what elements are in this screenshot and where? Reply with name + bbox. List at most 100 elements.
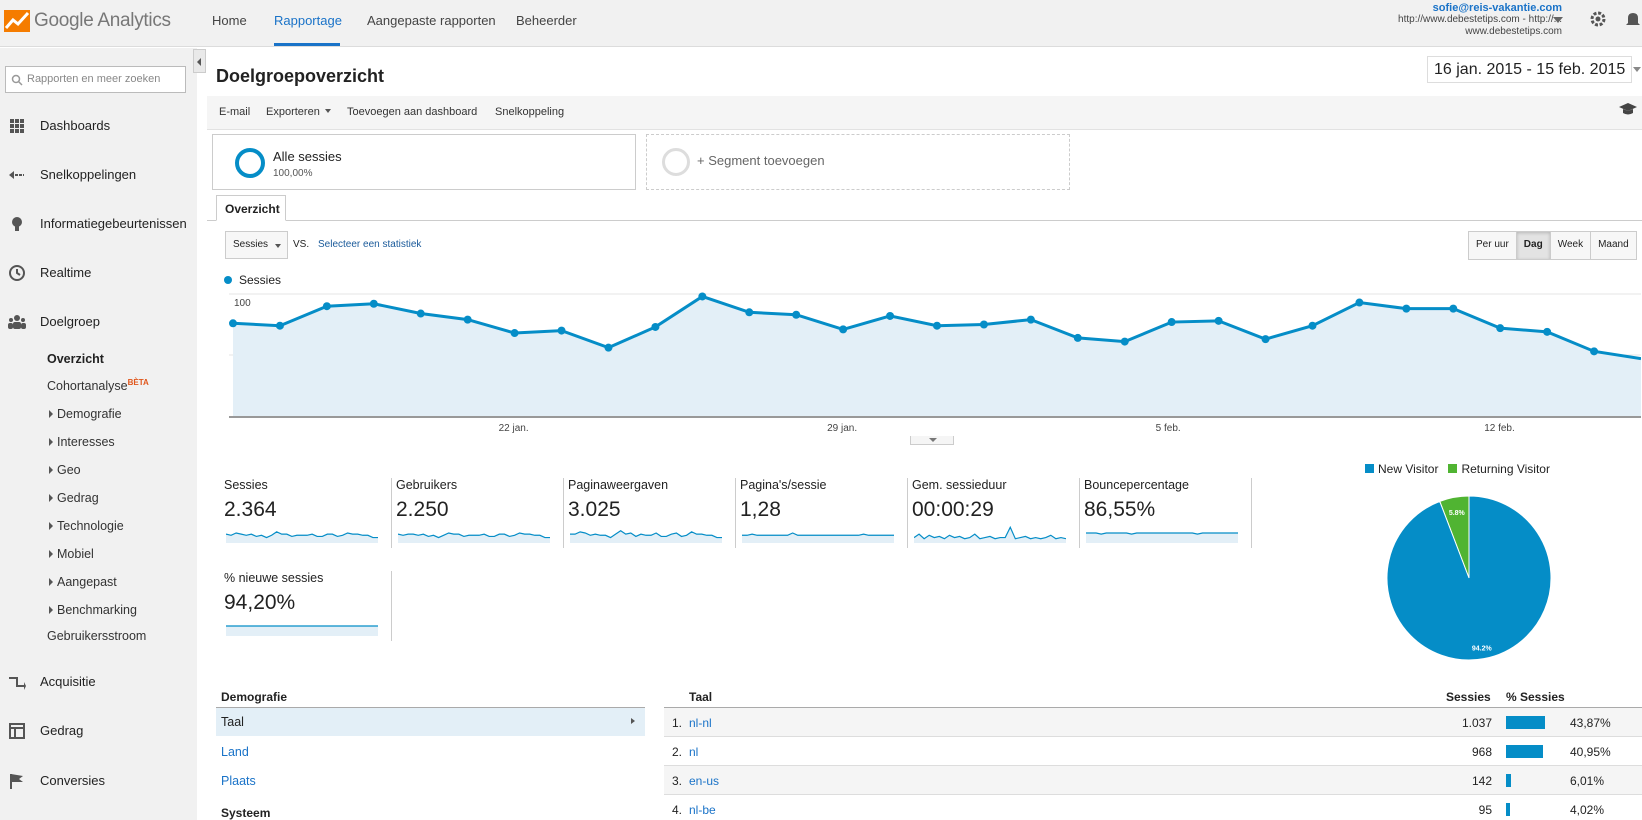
account-selector[interactable]: sofie@reis-vakantie.com http://www.debes…: [1398, 2, 1562, 38]
sidebar-item-conversies[interactable]: Conversies: [0, 771, 197, 791]
export-button[interactable]: Exporteren: [266, 106, 331, 118]
nav-rapportage[interactable]: Rapportage: [274, 13, 342, 28]
chevron-right-icon: [631, 718, 635, 724]
sidebar-sub-gebruikersstroom[interactable]: Gebruikersstroom: [47, 629, 147, 643]
add-segment-button[interactable]: + Segment toevoegen: [646, 134, 1070, 190]
account-dropdown-icon[interactable]: [1553, 17, 1563, 23]
sidebar-sub-gedrag[interactable]: Gedrag: [49, 491, 99, 505]
scorecard-value: 3.025: [568, 498, 621, 521]
sidebar-sub-benchmarking[interactable]: Benchmarking: [49, 603, 137, 617]
data-point: [1026, 315, 1035, 324]
sidebar-sub-technologie[interactable]: Technologie: [49, 519, 124, 533]
sidebar-item-doelgroep[interactable]: Doelgroep: [0, 312, 197, 332]
period-maand[interactable]: Maand: [1590, 232, 1636, 259]
data-point: [1590, 347, 1599, 356]
demografie-item-taal[interactable]: Taal: [216, 708, 645, 736]
sidebar-collapse-toggle[interactable]: [193, 49, 206, 73]
legend-swatch: [1365, 464, 1374, 473]
scorecard[interactable]: Paginaweergaven 3.025: [568, 478, 736, 548]
nav-home[interactable]: Home: [212, 13, 247, 28]
sidebar-item-realtime[interactable]: Realtime: [0, 263, 197, 283]
sub-label: Aangepast: [57, 575, 117, 589]
sidebar-sub-mobiel[interactable]: Mobiel: [49, 547, 94, 561]
scorecard[interactable]: Sessies 2.364: [224, 478, 392, 548]
sidebar-item-snelkoppelingen[interactable]: Snelkoppelingen: [0, 165, 197, 185]
scorecard-divider: [735, 478, 736, 548]
sessions-line-chart[interactable]: 10050: [229, 290, 1641, 422]
sidebar-item-label: Dashboards: [40, 118, 111, 133]
google-analytics-logo[interactable]: Google Analytics: [4, 8, 171, 34]
date-range-picker[interactable]: 16 jan. 2015 - 15 feb. 2015: [1427, 56, 1632, 83]
col-header-taal: Taal: [689, 690, 713, 704]
email-button[interactable]: E-mail: [219, 106, 251, 118]
date-dropdown-icon[interactable]: [1633, 67, 1641, 72]
row-language-link[interactable]: en-us: [689, 774, 720, 788]
scorecard-value: 1,28: [740, 498, 781, 521]
data-point: [275, 321, 284, 330]
chart-expand-handle[interactable]: [910, 436, 954, 445]
scorecard-divider: [1079, 478, 1080, 548]
scorecard-divider: [391, 571, 392, 641]
sidebar-item-label: Snelkoppelingen: [40, 167, 137, 182]
x-tick-label: 5 feb.: [1155, 423, 1181, 434]
gear-icon[interactable]: [1589, 10, 1607, 28]
add-to-dashboard-button[interactable]: Toevoegen aan dashboard: [347, 106, 478, 118]
scorecard-divider: [1251, 478, 1252, 548]
sparkline: [914, 525, 1066, 543]
expand-triangle-icon: [49, 466, 53, 474]
sidebar-sub-demografie[interactable]: Demografie: [49, 407, 122, 421]
tab-overzicht[interactable]: Overzicht: [216, 195, 286, 221]
scorecard[interactable]: Gem. sessieduur 00:00:29: [912, 478, 1080, 548]
sparkline: [742, 532, 894, 543]
period-per-uur[interactable]: Per uur: [1469, 232, 1516, 259]
demografie-item-plaats[interactable]: Plaats: [221, 774, 256, 788]
search-input[interactable]: Rapporten en meer zoeken: [5, 66, 186, 93]
period-dag[interactable]: Dag: [1515, 232, 1550, 259]
row-language-link[interactable]: nl-nl: [689, 716, 712, 730]
table-row: 1. nl-nl 1.037 43,87%: [664, 708, 1642, 737]
sidebar-sub-interesses[interactable]: Interesses: [49, 435, 115, 449]
sidebar-item-acquisitie[interactable]: Acquisitie: [0, 672, 197, 692]
compare-metric-link[interactable]: Selecteer een statistiek: [318, 239, 422, 250]
nav-aangepaste-rapporten[interactable]: Aangepaste rapporten: [367, 13, 496, 28]
series-area: [233, 296, 1641, 416]
segment-all-sessions[interactable]: Alle sessies 100,00%: [212, 134, 636, 190]
metric-selector[interactable]: Sessies: [225, 231, 288, 259]
scorecard[interactable]: Bouncepercentage 86,55%: [1084, 478, 1252, 548]
row-language-link[interactable]: nl: [689, 745, 699, 759]
visitor-pie-chart[interactable]: 5.8% 94.2%: [1384, 493, 1554, 663]
sparkline-area: [226, 531, 378, 543]
account-email: sofie@reis-vakantie.com: [1432, 2, 1562, 14]
sidebar-sub-geo[interactable]: Geo: [49, 463, 81, 477]
vs-label: VS.: [293, 239, 310, 250]
sidebar-item-dashboards[interactable]: Dashboards: [0, 116, 197, 136]
sidebar-item-informatiegebeurtenissen[interactable]: Informatiegebeurtenissen: [0, 214, 197, 234]
data-point: [416, 309, 425, 318]
data-point: [886, 311, 895, 320]
sidebar-sub-cohortanalyse[interactable]: CohortanalyseBÈTA: [47, 378, 149, 393]
nav-beheerder[interactable]: Beheerder: [516, 13, 577, 28]
behavior-window-icon: [9, 723, 25, 739]
sidebar-sub-overzicht[interactable]: Overzicht: [47, 352, 104, 366]
y-tick-label: 100: [234, 298, 251, 309]
demografie-item-land[interactable]: Land: [221, 745, 249, 759]
data-point: [1543, 327, 1552, 336]
row-share-bar: [1506, 716, 1546, 729]
period-week[interactable]: Week: [1549, 232, 1591, 259]
col-header-pct-sessies[interactable]: % Sessies: [1506, 690, 1565, 704]
graduation-cap-icon[interactable]: [1619, 101, 1637, 117]
bell-icon[interactable]: [1624, 10, 1642, 28]
row-share-bar: [1506, 803, 1510, 816]
scorecard[interactable]: Gebruikers 2.250: [396, 478, 564, 548]
data-point: [1214, 316, 1223, 325]
scorecard-value: 94,20%: [224, 591, 296, 614]
legend-returning-visitor: Returning Visitor: [1448, 462, 1550, 476]
sidebar-sub-aangepast[interactable]: Aangepast: [49, 575, 117, 589]
row-language-link[interactable]: nl-be: [689, 803, 716, 817]
col-header-sessies[interactable]: Sessies: [1446, 690, 1491, 704]
shortcut-button[interactable]: Snelkoppeling: [495, 106, 565, 118]
scorecard[interactable]: % nieuwe sessies 94,20%: [224, 571, 392, 641]
pie-data-label: 94.2%: [1472, 645, 1493, 652]
scorecard[interactable]: Pagina's/sessie 1,28: [740, 478, 908, 548]
sidebar-item-gedrag[interactable]: Gedrag: [0, 721, 197, 741]
